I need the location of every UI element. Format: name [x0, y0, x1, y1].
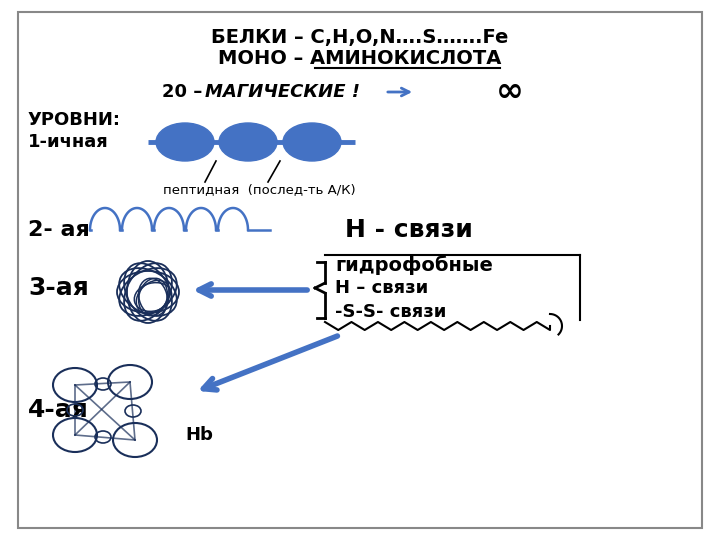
- Text: Hb: Hb: [185, 426, 213, 444]
- Text: 2- ая: 2- ая: [28, 220, 90, 240]
- Ellipse shape: [156, 123, 214, 161]
- Text: УРОВНИ:: УРОВНИ:: [28, 111, 121, 129]
- Text: 1-ичная: 1-ичная: [28, 133, 109, 151]
- Ellipse shape: [219, 123, 277, 161]
- Text: 4-ая: 4-ая: [28, 398, 89, 422]
- Text: 20 –: 20 –: [162, 83, 202, 101]
- Text: БЕЛКИ – C,H,O,N….S…….Fe: БЕЛКИ – C,H,O,N….S…….Fe: [211, 28, 509, 46]
- Ellipse shape: [283, 123, 341, 161]
- Text: гидрофобные: гидрофобные: [335, 255, 493, 275]
- Text: ∞: ∞: [496, 75, 524, 107]
- Text: МОНО – АМИНОКИСЛОТА: МОНО – АМИНОКИСЛОТА: [218, 50, 502, 69]
- Text: пептидная  (послед-ть А/К): пептидная (послед-ть А/К): [163, 184, 356, 197]
- Text: Н - связи: Н - связи: [345, 218, 473, 242]
- Text: МАГИЧЕСКИЕ !: МАГИЧЕСКИЕ !: [205, 83, 360, 101]
- Text: 3-ая: 3-ая: [28, 276, 89, 300]
- Text: Н – связи: Н – связи: [335, 279, 428, 297]
- Text: -S-S- связи: -S-S- связи: [335, 303, 446, 321]
